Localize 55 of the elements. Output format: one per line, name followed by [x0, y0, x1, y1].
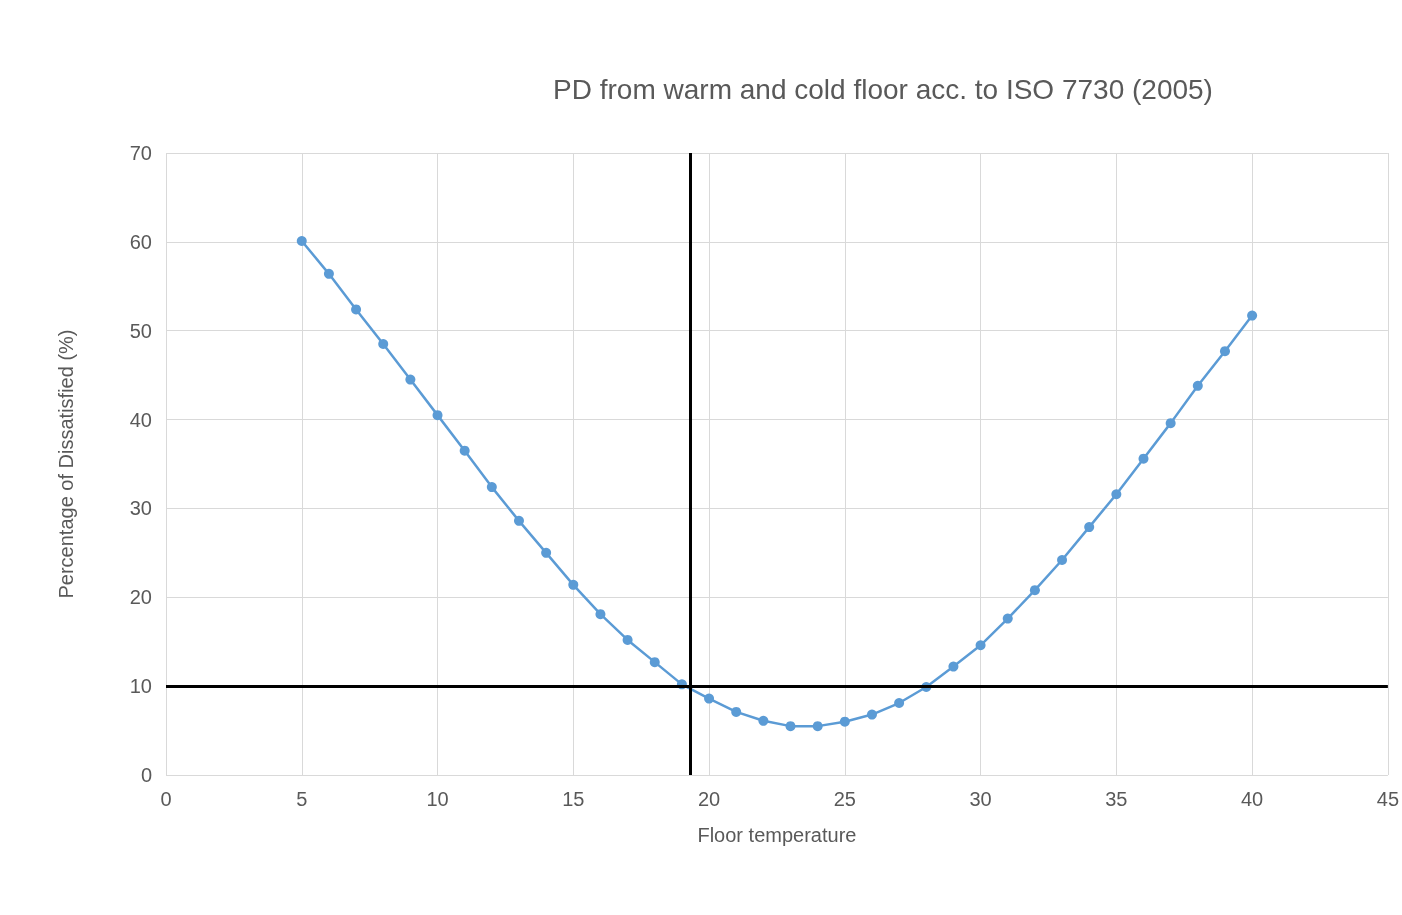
x-tick-label: 30 — [969, 788, 992, 810]
point — [1165, 418, 1176, 429]
x-axis-title: Floor temperature — [697, 824, 857, 846]
x-tick-label: 40 — [1240, 788, 1264, 810]
y-tick-label: 40 — [129, 408, 152, 431]
y-tick-label: 50 — [129, 319, 152, 342]
x-tick-label: 5 — [296, 788, 308, 810]
point — [839, 716, 850, 727]
y-tick-label: 60 — [129, 230, 152, 253]
point — [948, 661, 959, 672]
point — [1029, 585, 1040, 596]
y-tick-label: 20 — [129, 586, 152, 609]
point — [541, 547, 552, 558]
y-tick-label: 10 — [129, 675, 152, 698]
x-tick-label: 10 — [426, 788, 449, 810]
y-tick-label: 0 — [140, 764, 152, 786]
point — [731, 706, 742, 717]
point — [1192, 380, 1203, 391]
point — [649, 657, 660, 668]
point — [1247, 310, 1258, 321]
x-tick-label: 20 — [697, 788, 721, 810]
point — [758, 715, 769, 726]
point — [812, 721, 823, 732]
x-tick-label: 45 — [1376, 788, 1399, 810]
point — [1084, 522, 1095, 533]
point — [975, 640, 986, 651]
point — [405, 374, 416, 385]
point — [323, 268, 334, 279]
point — [595, 609, 606, 620]
point — [378, 339, 389, 350]
y-tick-label: 70 — [129, 142, 152, 164]
point — [296, 235, 307, 246]
point — [1002, 613, 1013, 624]
point — [622, 634, 633, 645]
point — [894, 698, 905, 709]
x-tick-label: 35 — [1105, 788, 1128, 810]
point — [568, 579, 579, 590]
y-axis-title: Percentage of Dissatisfied (%) — [55, 329, 77, 599]
x-tick-label: 15 — [562, 788, 585, 810]
point — [785, 721, 796, 732]
point — [1138, 453, 1149, 464]
point — [704, 693, 715, 704]
point — [351, 304, 362, 315]
point — [866, 709, 877, 720]
point — [1057, 554, 1068, 565]
point — [432, 410, 443, 421]
point — [514, 515, 524, 526]
point — [1111, 489, 1122, 500]
x-tick-label: 25 — [833, 788, 856, 810]
point — [486, 482, 497, 493]
point — [1219, 346, 1230, 357]
x-tick-label: 0 — [160, 788, 172, 810]
y-tick-label: 30 — [129, 497, 152, 520]
point — [459, 445, 470, 456]
chart-title: PD from warm and cold floor acc. to ISO 7730 (2005) — [553, 73, 1213, 105]
